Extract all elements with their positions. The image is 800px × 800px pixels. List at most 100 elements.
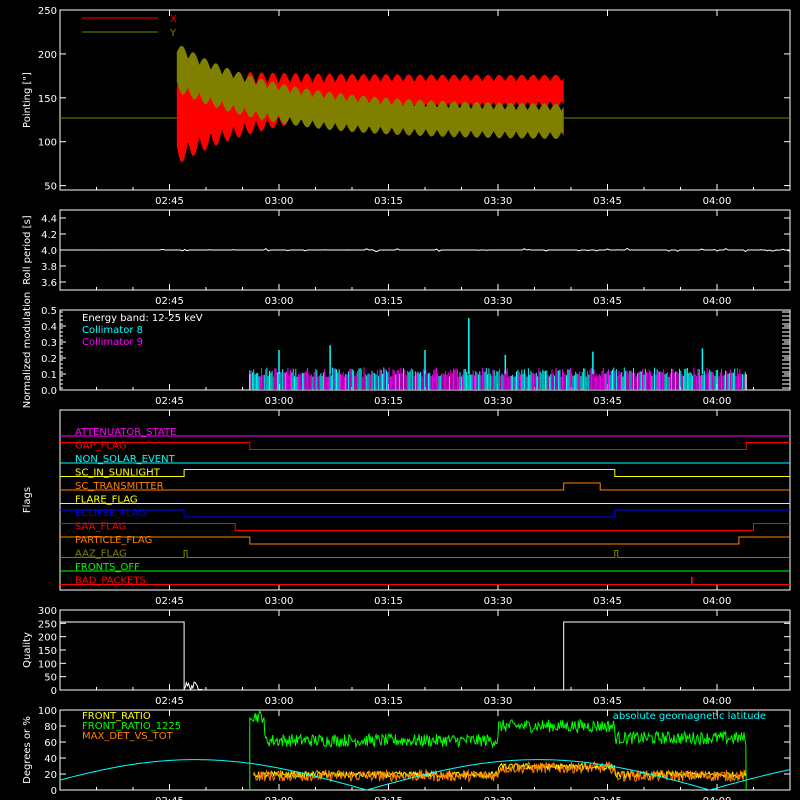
roll-x-tick-label: 03:30	[484, 296, 513, 307]
flags-x-tick-label: 03:15	[374, 596, 403, 607]
flag-trace-eclipse-flag	[60, 509, 790, 518]
ratios-ylabel: Degrees or %	[22, 716, 33, 784]
modulation-panel: 02:45 03:00 03:15 03:30 03:45 04:00 0.0 0.1 0.2 0…	[22, 292, 791, 409]
flag-trace-particle-flag	[60, 536, 790, 545]
ratios-y-tick-label: 20	[44, 770, 57, 781]
quality-x-tick-label: 03:45	[593, 696, 622, 707]
pointing-x-tick-label: 03:30	[484, 196, 513, 207]
flag-label-gap-flag: GAP_FLAG	[75, 441, 127, 452]
flags-ylabel: Flags	[22, 487, 33, 513]
flags-x-tick-label: 03:45	[593, 596, 622, 607]
flag-label-aaz-flag: AAZ_FLAG	[75, 549, 127, 560]
roll-x-tick-label: 02:45	[155, 296, 184, 307]
modulation-x-tick-label: 04:00	[703, 396, 732, 407]
quality-y-tick-label: 0	[51, 686, 57, 697]
flag-trace-saa-flag	[60, 523, 790, 531]
ratios-y-tick-label: 100	[38, 706, 57, 717]
ratios-y-tick-label: 80	[44, 722, 57, 733]
roll-y-tick-label: 4.4	[41, 214, 57, 225]
modulation-y-tick-label: 0.2	[41, 354, 57, 365]
flag-label-particle-flag: PARTICLE_FLAG	[75, 535, 152, 546]
flag-label-attenuator-state: ATTENUATOR_STATE	[75, 427, 176, 438]
modulation-x-tick-label: 03:15	[374, 396, 403, 407]
quality-x-tick-label: 03:15	[374, 696, 403, 707]
modulation-legend-1: Collimator 8	[82, 325, 143, 336]
quality-x-tick-label: 04:00	[703, 696, 732, 707]
ratios-legend-1: FRONT_RATIO_1225	[82, 721, 181, 732]
pointing-legend-y: Y	[169, 28, 177, 39]
roll-y-tick-label: 4.0	[41, 246, 57, 257]
modulation-x-tick-label: 03:00	[265, 396, 294, 407]
modulation-x-tick-label: 02:45	[155, 396, 184, 407]
roll-x-tick-label: 03:15	[374, 296, 403, 307]
pointing-series-y	[176, 45, 564, 139]
quality-y-tick-label: 250	[38, 619, 57, 630]
flag-label-saa-flag: SAA_FLAG	[75, 522, 126, 533]
modulation-legend-2: Collimator 9	[82, 337, 143, 348]
ratios-y-tick-label: 0	[51, 786, 57, 797]
pointing-y-tick-label: 100	[38, 138, 57, 149]
flag-label-sc-transmitter: SC_TRANSMITTER	[75, 481, 164, 492]
pointing-x-tick-label: 03:45	[593, 196, 622, 207]
ratios-x-tick-label: 03:30	[484, 796, 513, 800]
flags-panel: 02:45 03:00 03:15 03:30 03:45 04:00 Flags ATTEN…	[22, 409, 791, 607]
ratios-legend-3: absolute geomagnetic latitude	[613, 711, 766, 722]
roll-x-tick-label: 03:45	[593, 296, 622, 307]
ratios-x-tick-label: 02:45	[155, 796, 184, 800]
modulation-x-tick-label: 03:30	[484, 396, 513, 407]
flag-trace-sc-in-sunlight	[60, 469, 790, 477]
ratios-x-tick-label: 04:00	[703, 796, 732, 800]
flag-label-fronts-off: FRONTS_OFF	[75, 562, 140, 573]
flags-x-tick-label: 04:00	[703, 596, 732, 607]
pointing-x-tick-label: 03:00	[265, 196, 294, 207]
flag-trace-sc-transmitter	[60, 482, 790, 491]
modulation-ylabel: Normalized modulation	[22, 292, 33, 409]
quality-y-tick-label: 50	[44, 673, 57, 684]
pointing-y-tick-label: 150	[38, 94, 57, 105]
pointing-y-tick-label: 250	[38, 6, 57, 17]
modulation-legend-0: Energy band: 12-25 keV	[82, 313, 203, 324]
roll-y-tick-label: 4.2	[41, 230, 57, 241]
quality-ylabel: Quality	[22, 632, 33, 668]
ratios-y-tick-label: 40	[44, 754, 57, 765]
flags-x-tick-label: 02:45	[155, 596, 184, 607]
ratios-y-tick-label: 60	[44, 738, 57, 749]
quality-x-tick-label: 03:00	[265, 696, 294, 707]
roll-y-tick-label: 3.8	[41, 262, 57, 273]
modulation-x-tick-label: 03:45	[593, 396, 622, 407]
pointing-y-tick-label: 200	[38, 50, 57, 61]
flags-frame	[59, 409, 791, 591]
roll-x-tick-label: 03:00	[265, 296, 294, 307]
roll-y-tick-label: 3.6	[41, 278, 57, 289]
modulation-y-tick-label: 0.1	[41, 370, 57, 381]
flag-label-bad-packets: BAD_PACKETS	[75, 576, 146, 587]
pointing-x-tick-label: 03:15	[374, 196, 403, 207]
modulation-y-tick-label: 0.3	[41, 338, 57, 349]
ratios-legend-0: FRONT_RATIO	[82, 711, 151, 722]
quality-panel: 02:45 03:00 03:15 03:30 03:45 04:00 0 50 100 150 2…	[22, 606, 791, 707]
flag-label-flare-flag: FLARE_FLAG	[75, 495, 138, 506]
pointing-panel: 02:45 03:00 03:15 03:30 03:45 04:00 50 100 150 20…	[22, 6, 791, 207]
pointing-y-tick-label: 50	[44, 182, 57, 193]
flag-label-eclipse-flag: ECLIPSE_FLAG	[75, 508, 146, 519]
flag-trace-aaz-flag	[60, 550, 790, 558]
ratios-geomagnetic-latitude	[59, 759, 791, 791]
flag-trace-gap-flag	[60, 442, 790, 450]
modulation-y-tick-label: 0.5	[41, 306, 57, 317]
pointing-ylabel: Pointing ["]	[22, 72, 33, 128]
ratios-x-tick-label: 03:00	[265, 796, 294, 800]
quality-x-tick-label: 02:45	[155, 696, 184, 707]
modulation-y-tick-label: 0.4	[41, 322, 57, 333]
pointing-x-tick-label: 02:45	[155, 196, 184, 207]
flag-label-non-solar-event: NON_SOLAR_EVENT	[75, 454, 176, 465]
quality-y-tick-label: 200	[38, 633, 57, 644]
ratios-front-ratio-1225	[249, 709, 747, 791]
ratios-max-det-vs-tot	[253, 760, 747, 783]
roll-x-tick-label: 04:00	[703, 296, 732, 307]
pointing-legend-x: X	[170, 14, 177, 25]
quality-y-tick-label: 100	[38, 659, 57, 670]
roll-period-line	[60, 247, 790, 253]
flag-label-sc-in-sunlight: SC_IN_SUNLIGHT	[75, 468, 161, 479]
